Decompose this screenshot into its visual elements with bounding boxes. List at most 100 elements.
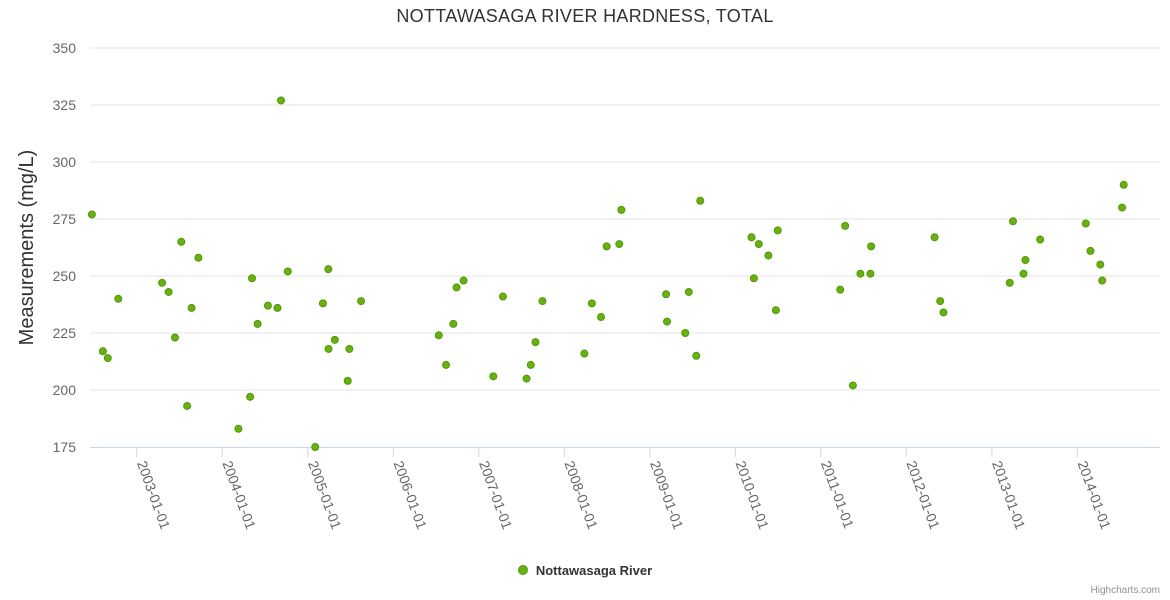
- credits-link[interactable]: Highcharts.com: [1090, 585, 1160, 596]
- data-point: [452, 283, 461, 292]
- y-tick-label: 225: [53, 325, 77, 341]
- legend-label: Nottawasaga River: [535, 562, 653, 578]
- data-point: [771, 306, 780, 315]
- data-point: [526, 360, 535, 369]
- data-point: [234, 424, 243, 433]
- x-tick-label: 2008-01-01: [561, 459, 601, 532]
- data-point: [662, 290, 671, 299]
- data-point: [1098, 276, 1107, 285]
- x-tick-label: 2011-01-01: [818, 459, 857, 531]
- x-tick-label: 2007-01-01: [476, 459, 516, 532]
- x-tick-label: 2004-01-01: [219, 459, 259, 532]
- x-tick-label: 2005-01-01: [305, 459, 345, 532]
- data-point: [848, 381, 857, 390]
- data-point: [311, 443, 320, 451]
- data-point: [602, 242, 611, 251]
- data-point: [170, 333, 179, 342]
- y-tick-label: 175: [53, 439, 77, 455]
- data-point: [764, 251, 773, 260]
- data-point: [459, 276, 468, 285]
- data-point: [692, 351, 701, 360]
- data-point: [867, 242, 876, 251]
- data-point: [489, 372, 498, 381]
- data-point: [194, 253, 203, 262]
- x-tick-label: 2012-01-01: [903, 459, 943, 532]
- data-point: [1096, 260, 1105, 269]
- data-point: [498, 292, 507, 301]
- data-point: [531, 338, 540, 347]
- data-point: [936, 297, 945, 306]
- chart-title: NOTTAWASAGA RIVER HARDNESS, TOTAL: [396, 6, 774, 26]
- data-point: [939, 308, 948, 317]
- x-tick-label: 2013-01-01: [989, 459, 1029, 532]
- data-point: [587, 299, 596, 308]
- data-point: [164, 287, 173, 296]
- data-point: [1081, 219, 1090, 228]
- data-point: [754, 240, 763, 249]
- y-tick-label: 325: [53, 97, 77, 113]
- x-tick-label: 2010-01-01: [733, 459, 773, 532]
- data-point: [449, 319, 458, 328]
- data-point: [930, 233, 939, 242]
- scatter-plot: 175 200 225 250 275 300 325 350 2003-01-01 2004-0…: [16, 40, 1160, 532]
- x-tick-label: 2014-01-01: [1075, 459, 1115, 532]
- data-point: [773, 226, 782, 235]
- data-point: [747, 233, 756, 242]
- data-point: [522, 374, 531, 383]
- data-point: [357, 297, 366, 306]
- legend-item-nottawasaga-river[interactable]: Nottawasaga River: [517, 562, 653, 578]
- data-point: [324, 265, 333, 274]
- data-point: [263, 301, 272, 310]
- data-point: [87, 210, 96, 219]
- y-tick-label: 275: [53, 211, 77, 227]
- data-point: [187, 303, 196, 312]
- data-point: [841, 221, 850, 230]
- data-point: [253, 319, 262, 328]
- y-tick-label: 250: [53, 268, 77, 284]
- data-point: [247, 274, 256, 283]
- data-point: [866, 269, 875, 278]
- data-point: [538, 297, 547, 306]
- data-point: [330, 335, 339, 344]
- data-point: [442, 360, 451, 369]
- legend: Nottawasaga River: [0, 562, 1170, 580]
- data-point: [681, 329, 690, 337]
- data-point: [580, 349, 589, 358]
- data-point: [114, 294, 123, 303]
- data-point: [617, 205, 626, 214]
- data-point: [856, 269, 865, 278]
- data-point: [324, 344, 333, 353]
- data-point: [615, 240, 624, 249]
- data-point: [1119, 180, 1128, 189]
- data-point: [273, 303, 282, 312]
- y-tick-label: 300: [53, 154, 77, 170]
- y-axis-title: Measurements (mg/L): [16, 150, 38, 346]
- data-point: [318, 299, 327, 308]
- data-point: [696, 196, 705, 205]
- data-point: [158, 278, 167, 287]
- data-point: [1118, 203, 1127, 212]
- data-point: [836, 285, 845, 294]
- legend-marker-icon: [517, 565, 528, 575]
- data-point: [246, 392, 255, 401]
- data-point: [1036, 235, 1045, 244]
- y-tick-label: 200: [53, 382, 77, 398]
- data-point: [1019, 269, 1028, 278]
- data-point: [177, 237, 186, 246]
- y-tick-label: 350: [53, 40, 77, 56]
- x-tick-label: 2003-01-01: [134, 459, 174, 532]
- data-point: [343, 376, 352, 385]
- data-point: [183, 401, 192, 410]
- x-tick-label: 2009-01-01: [647, 459, 687, 532]
- data-point: [1008, 217, 1017, 226]
- data-point: [345, 344, 354, 353]
- data-point: [1005, 278, 1014, 287]
- data-point: [597, 313, 606, 322]
- data-point: [283, 267, 292, 276]
- data-point: [749, 274, 758, 283]
- data-point: [1021, 256, 1030, 265]
- data-point: [1086, 246, 1095, 255]
- data-point: [277, 96, 286, 105]
- data-point: [434, 331, 443, 340]
